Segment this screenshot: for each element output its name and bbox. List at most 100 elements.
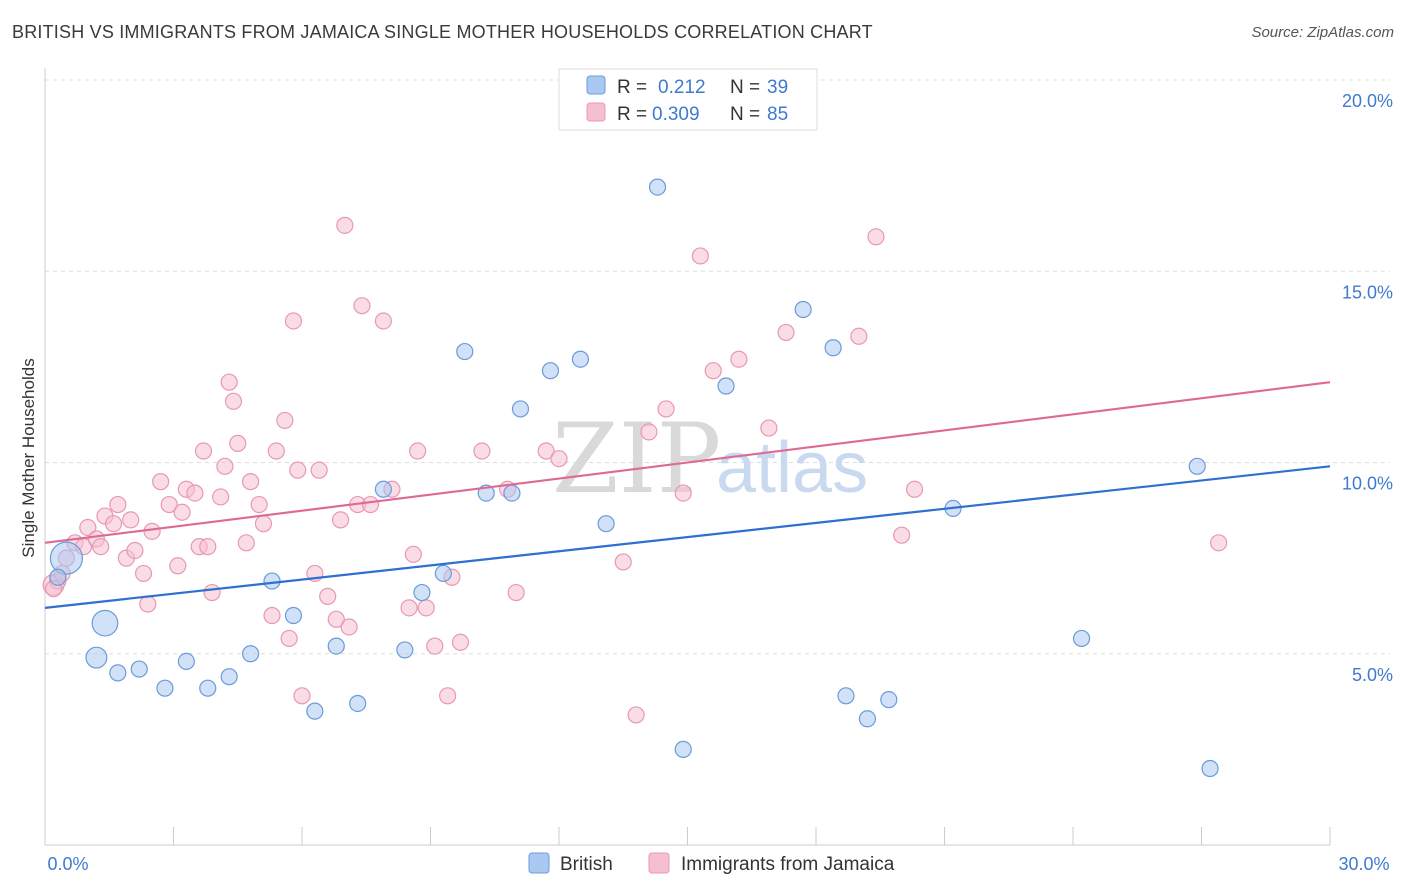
jamaica-r-label: R = [617,104,647,125]
jamaica-point [730,350,748,368]
jamaica-point [627,706,645,724]
british-trend-line [44,465,1331,609]
british-r-value: 0.212 [658,77,706,98]
jamaica-point [173,503,191,521]
jamaica-point [186,484,204,502]
jamaica-point [104,515,123,533]
british-point [306,702,324,720]
jamaica-point [905,480,924,498]
y-axis-title: Single Mother Households [19,358,38,557]
british-point [1201,759,1219,778]
jamaica-point [267,442,285,460]
jamaica-point [674,484,692,502]
jamaica-point [289,461,307,479]
british-point [1188,457,1206,475]
jamaica-trend-line [44,381,1331,544]
jamaica-point [152,473,170,491]
british-point [880,691,898,709]
jamaica-point [760,419,778,437]
y-tick-label: 5.0% [1352,665,1393,685]
chart-title: BRITISH VS IMMIGRANTS FROM JAMAICA SINGL… [12,22,873,42]
jamaica-point [160,495,178,514]
jamaica-point [327,610,345,628]
jamaica-point [374,312,392,330]
jamaica-point [229,434,247,452]
y-tick-label: 10.0% [1342,474,1393,494]
tick-labels: 5.0% 10.0% 15.0% 20.0% 0.0% 30.0% [47,91,1393,874]
jamaica-point [340,618,358,636]
jamaica-point [126,541,144,560]
trend-lines [44,381,1331,609]
source-label: Source: ZipAtlas.com [1251,24,1394,41]
jamaica-legend-swatch [648,852,670,874]
jamaica-point [194,442,213,460]
jamaica-point [893,526,911,544]
jamaica-point [293,687,311,705]
jamaica-point [310,461,328,479]
jamaica-point [550,450,568,468]
watermark-atlas: atlas [716,428,868,508]
jamaica-legend-label: Immigrants from Jamaica [681,854,895,875]
british-point [349,694,367,713]
british-point [49,568,67,586]
british-point [327,637,345,655]
british-point [456,342,474,361]
jamaica-point [134,564,153,583]
jamaica-point [319,587,337,605]
jamaica-n-value: 85 [767,104,788,125]
jamaica-point [353,297,371,315]
british-point [824,339,842,357]
jamaica-point [139,595,157,613]
british-point [396,641,414,659]
watermark: ZIP atlas [552,403,868,515]
jamaica-point [404,545,422,563]
jamaica-point [331,511,350,529]
british-point [571,350,590,368]
grid-lines [44,79,1390,845]
jamaica-point [220,373,238,391]
jamaica-point [169,557,187,575]
jamaica-point [212,488,230,506]
british-point [199,679,217,697]
jamaica-point [280,629,298,648]
jamaica-point [79,518,97,537]
jamaica-point [400,599,418,617]
jamaica-n-label: N = [730,104,760,125]
jamaica-point [122,511,140,529]
jamaica-point [614,553,632,571]
jamaica-point [276,411,294,430]
jamaica-point [507,583,525,602]
british-legend-label: British [560,854,613,875]
jamaica-point [224,392,243,410]
british-n-label: N = [730,77,760,98]
british-point [85,646,108,669]
jamaica-point [640,423,658,441]
british-point [794,300,812,319]
jamaica-point [777,323,795,342]
british-point [91,609,119,637]
jamaica-point [850,327,868,345]
british-point [837,687,855,705]
british-point [109,664,127,682]
jamaica-point [250,495,268,514]
jamaica-point [657,400,675,418]
jamaica-point [216,457,234,475]
jamaica-point [439,687,457,705]
jamaica-swatch [586,102,606,122]
jamaica-point [426,637,444,655]
british-point [263,572,281,590]
axes [44,68,1330,846]
jamaica-point [336,216,354,234]
jamaica-point [409,442,427,460]
jamaica-point [537,442,555,460]
jamaica-point [473,442,491,460]
british-r-label: R = [617,77,647,98]
jamaica-point [199,538,217,556]
stats-legend: R = 0.212 N = 39 R = 0.309 N = 85 [558,68,818,131]
british-point [717,377,735,395]
jamaica-point [254,515,273,533]
series-legend: British Immigrants from Jamaica [528,852,895,875]
british-point [541,362,560,380]
jamaica-point [867,228,885,246]
